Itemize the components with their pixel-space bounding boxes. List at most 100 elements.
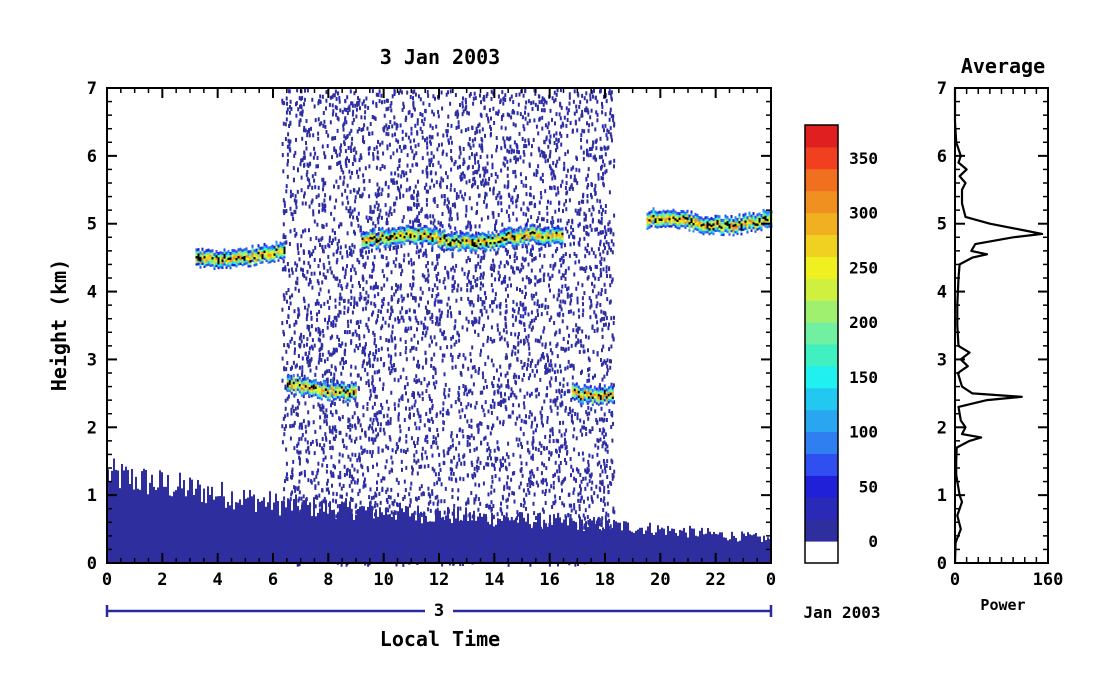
noise-speck [556,297,559,302]
noise-speck [586,185,589,190]
noise-speck [457,496,459,501]
noise-speck [540,471,543,476]
noise-speck [313,343,316,348]
noise-speck [289,229,292,234]
noise-speck [353,304,355,309]
noise-speck [390,305,393,310]
noise-speck [298,119,301,124]
boundary-layer-column [625,521,627,563]
noise-speck [464,192,467,197]
noise-speck [497,270,500,275]
noise-speck [464,356,467,361]
noise-speck [292,166,295,171]
noise-speck [581,329,584,334]
noise-speck [349,206,352,211]
boundary-layer-column [257,498,259,563]
boundary-layer-column [443,520,445,563]
noise-speck [599,383,601,388]
noise-speck [386,525,389,530]
noise-speck [514,123,517,128]
noise-speck [367,151,370,156]
noise-speck [601,533,604,538]
noise-speck [542,102,545,107]
noise-speck [578,326,581,331]
noise-speck [566,382,569,387]
boundary-layer-column [439,510,441,563]
noise-speck [603,242,605,247]
noise-speck [525,144,528,149]
noise-speck [451,288,454,293]
noise-speck [341,201,344,206]
noise-speck [395,250,398,255]
noise-speck [385,534,388,538]
noise-speck [459,415,462,420]
noise-speck [319,287,322,292]
noise-speck [518,319,521,324]
noise-speck [480,308,483,313]
noise-speck [485,516,488,521]
boundary-layer-column [663,528,665,563]
noise-speck [544,435,547,439]
noise-speck [515,199,518,204]
noise-speck [295,137,297,142]
noise-speck [560,183,562,188]
noise-speck [369,363,372,368]
noise-speck [418,547,421,552]
noise-speck [347,209,350,213]
noise-speck [546,125,549,130]
noise-speck [377,292,380,297]
noise-speck [372,155,375,159]
noise-speck [319,501,322,506]
noise-speck [372,417,375,422]
noise-speck [318,328,321,333]
noise-speck [308,133,311,138]
noise-speck [606,136,609,141]
noise-speck [578,222,581,227]
noise-speck [332,323,335,328]
noise-speck [308,541,311,546]
noise-speck [580,137,582,142]
noise-speck [316,279,319,284]
noise-speck [598,460,601,465]
noise-speck [491,300,493,305]
noise-speck [601,124,604,129]
noise-speck [383,99,386,104]
noise-speck [405,391,407,396]
noise-speck [451,438,454,443]
boundary-layer-column [557,513,559,563]
noise-speck [467,500,470,505]
noise-speck [404,340,407,344]
noise-speck [504,373,507,378]
noise-speck [546,537,549,542]
noise-speck [462,162,465,166]
noise-speck [542,423,544,428]
noise-speck [347,200,350,205]
noise-speck [449,548,452,553]
noise-speck [281,153,284,158]
noise-speck [609,524,612,529]
noise-speck [599,136,602,141]
noise-speck [284,265,287,270]
noise-speck [485,181,488,186]
noise-speck [374,493,377,498]
noise-speck [298,312,301,317]
noise-speck [530,424,533,429]
noise-speck [421,113,424,118]
noise-speck [332,463,335,468]
noise-speck [495,304,498,309]
noise-speck [421,546,423,550]
noise-speck [397,555,400,560]
noise-speck [530,201,533,206]
noise-speck [597,172,600,177]
noise-speck [471,182,474,187]
noise-speck [417,202,420,207]
noise-speck [487,462,490,467]
noise-speck [418,521,421,526]
noise-speck [454,539,457,543]
noise-speck [365,323,368,327]
noise-speck [412,196,415,201]
noise-speck [353,480,356,485]
noise-speck [305,523,308,528]
noise-speck [529,479,532,484]
noise-speck [475,152,478,157]
